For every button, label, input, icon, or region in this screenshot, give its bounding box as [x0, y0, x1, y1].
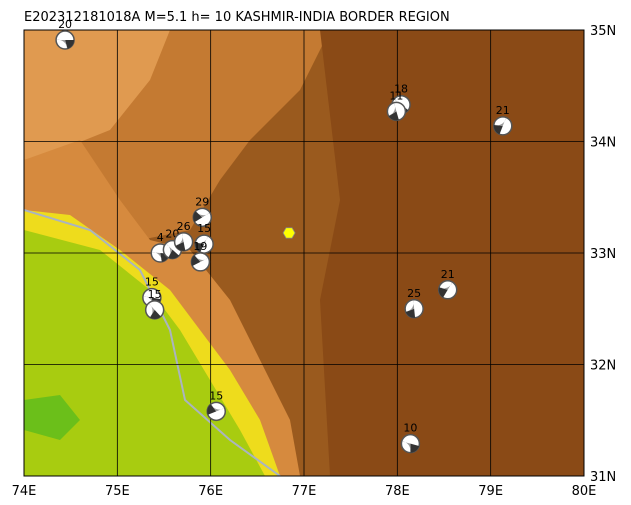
- beachball-quadrant: [211, 403, 225, 412]
- beachball-quadrant: [195, 242, 205, 253]
- beachball-quadrant: [493, 117, 507, 126]
- beachball: [400, 433, 421, 454]
- beachball-quadrant: [191, 255, 201, 267]
- beachball-quadrant: [410, 443, 420, 453]
- depth-label: 15: [209, 389, 223, 402]
- beachball-quadrant: [195, 235, 209, 245]
- x-tick-label: 79E: [478, 484, 503, 499]
- depth-label: 18: [394, 83, 408, 96]
- beachball: [144, 300, 165, 320]
- beachball: [493, 116, 513, 136]
- depth-label: 11: [389, 89, 403, 102]
- beachball: [55, 30, 75, 50]
- beachball-quadrant: [65, 40, 75, 49]
- depth-label: 21: [496, 104, 510, 117]
- beachball-quadrant: [165, 243, 173, 258]
- beachball-quadrant: [388, 111, 399, 121]
- beachball-quadrant: [194, 255, 209, 262]
- x-tick-label: 78E: [385, 484, 410, 499]
- x-tick-label: 74E: [12, 484, 37, 499]
- beachball-quadrant: [405, 299, 415, 312]
- beachball-quadrant: [151, 252, 162, 262]
- beachball-quadrant: [438, 287, 448, 298]
- beachball: [190, 252, 211, 272]
- depth-label: 19: [193, 240, 207, 253]
- y-tick-label: 35N: [590, 24, 616, 39]
- depth-label: 15: [145, 276, 159, 289]
- beachball-quadrant: [388, 102, 397, 116]
- beachball: [404, 299, 424, 319]
- title: E202312181018A M=5.1 h= 10 KASHMIR-INDIA…: [24, 10, 450, 25]
- depth-label: 21: [441, 268, 455, 281]
- depth-label: 29: [195, 195, 209, 208]
- beachball-quadrant: [401, 441, 411, 453]
- depth-label: 25: [407, 287, 421, 300]
- beachball-quadrant: [168, 249, 180, 259]
- beachball: [386, 101, 407, 122]
- depth-label: 10: [403, 422, 417, 435]
- beachball-quadrant: [149, 309, 161, 319]
- beachball: [206, 401, 227, 422]
- beachball-quadrant: [148, 303, 155, 318]
- beachball-quadrant: [405, 308, 416, 318]
- depth-label: 15: [148, 288, 162, 301]
- y-tick-label: 31N: [590, 470, 616, 485]
- beachball: [192, 207, 213, 228]
- beachball-quadrant: [175, 233, 184, 246]
- beachball-quadrant: [143, 296, 153, 307]
- y-tick-label: 32N: [590, 359, 616, 374]
- beachball: [173, 232, 194, 252]
- beachball-quadrant: [195, 210, 210, 218]
- x-tick-label: 80E: [572, 484, 597, 499]
- beachball-quadrant: [207, 404, 217, 415]
- beachball-quadrant: [56, 39, 68, 49]
- beachball-quadrant: [439, 282, 453, 290]
- y-tick-label: 34N: [590, 136, 616, 151]
- y-tick-label: 33N: [590, 247, 616, 262]
- beachball: [437, 280, 458, 300]
- beachball-quadrant: [493, 125, 503, 135]
- epicenter: [282, 227, 296, 239]
- beachball-quadrant: [175, 241, 186, 251]
- map-frame: [23, 29, 585, 477]
- depth-label: 26: [177, 220, 191, 233]
- x-tick-label: 75E: [105, 484, 130, 499]
- depth-label: 4: [157, 231, 164, 244]
- x-tick-label: 76E: [198, 484, 223, 499]
- depth-label: 15: [197, 222, 211, 235]
- beachball-quadrant: [193, 211, 203, 223]
- depth-label: 20: [58, 18, 72, 31]
- x-tick-label: 77E: [292, 484, 317, 499]
